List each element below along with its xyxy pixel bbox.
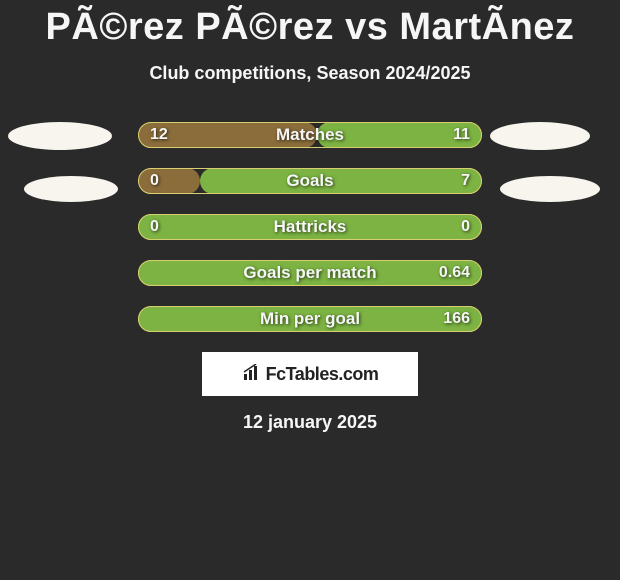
- logo-text: FcTables.com: [266, 364, 379, 385]
- decorative-ellipse: [500, 176, 600, 202]
- page-title: PÃ©rez PÃ©rez vs MartÃ­nez: [0, 0, 620, 49]
- decorative-ellipse: [8, 122, 112, 150]
- value-player2: 7: [461, 168, 470, 194]
- metric-label: Matches: [138, 122, 482, 148]
- metric-label: Hattricks: [138, 214, 482, 240]
- chart-icon: [242, 364, 262, 386]
- metric-label: Min per goal: [138, 306, 482, 332]
- date-label: 12 january 2025: [0, 412, 620, 433]
- metric-label: Goals per match: [138, 260, 482, 286]
- stat-rows: 12Matches110Goals70Hattricks0Goals per m…: [0, 122, 620, 332]
- metric-label: Goals: [138, 168, 482, 194]
- stat-row: 0Goals7: [138, 168, 482, 194]
- value-player2: 166: [443, 306, 470, 332]
- value-player2: 0: [461, 214, 470, 240]
- comparison-infographic: PÃ©rez PÃ©rez vs MartÃ­nez Club competit…: [0, 0, 620, 433]
- stat-row: 0Hattricks0: [138, 214, 482, 240]
- decorative-ellipse: [490, 122, 590, 150]
- subtitle: Club competitions, Season 2024/2025: [0, 63, 620, 84]
- stat-row: 12Matches11: [138, 122, 482, 148]
- stat-row: Goals per match0.64: [138, 260, 482, 286]
- value-player2: 11: [453, 122, 470, 148]
- value-player2: 0.64: [439, 260, 470, 286]
- stat-row: Min per goal166: [138, 306, 482, 332]
- source-logo: FcTables.com: [202, 352, 418, 396]
- decorative-ellipse: [24, 176, 118, 202]
